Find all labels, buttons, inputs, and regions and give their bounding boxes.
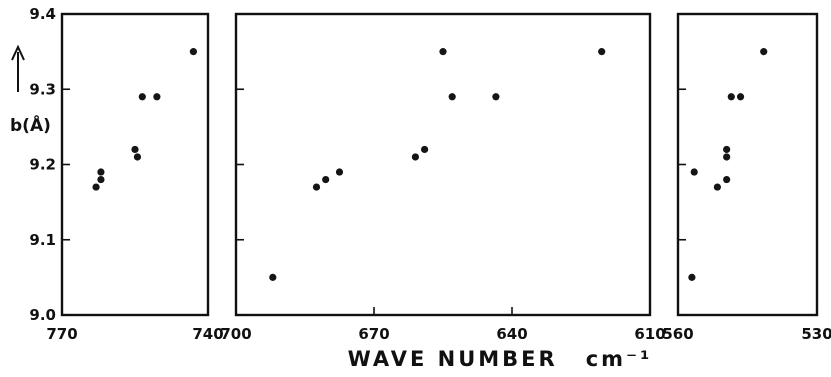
data-point (727, 93, 735, 101)
data-point (97, 175, 105, 184)
points-layer (92, 48, 768, 281)
x-tick-label: 670 (358, 325, 389, 343)
y-tick-label: 9.3 (29, 80, 56, 98)
x-tick-label: 560 (662, 325, 693, 343)
data-point (411, 153, 419, 161)
data-point (133, 153, 142, 161)
data-point (723, 175, 731, 184)
data-point (138, 93, 146, 101)
data-point (690, 168, 698, 176)
data-point (688, 273, 696, 281)
x-axis-title: WAVE NUMBER (348, 347, 558, 371)
y-tick-label: 9.1 (29, 231, 56, 249)
y-axis-arrow-head (11, 44, 25, 61)
data-point (439, 48, 447, 56)
panel-3-frame (676, 12, 819, 317)
labels-layer: b(Å) WAVE NUMBER cm⁻¹ (10, 44, 653, 371)
data-point (335, 168, 344, 176)
x-tick-label: 610 (634, 325, 665, 343)
data-point (723, 153, 731, 161)
data-point (322, 175, 330, 184)
x-axis-label: WAVE NUMBER cm⁻¹ (348, 347, 653, 371)
data-point (189, 48, 197, 56)
panel-1-frame (60, 12, 210, 317)
data-point (760, 48, 768, 56)
data-point (598, 48, 606, 56)
data-point (736, 93, 745, 101)
x-tick-label: 740 (192, 325, 223, 343)
data-point (492, 93, 500, 101)
x-tick-label: 770 (46, 325, 77, 343)
x-tick-label: 700 (220, 325, 251, 343)
data-point (92, 183, 100, 191)
data-point (448, 93, 456, 101)
data-point (312, 183, 321, 191)
y-tick-label: 9.2 (29, 156, 56, 174)
data-point (131, 145, 139, 154)
data-point (97, 168, 105, 176)
y-axis-label: b(Å) (10, 113, 51, 136)
x-axis-unit: cm⁻¹ (586, 347, 653, 371)
x-tick-label: 640 (496, 325, 527, 343)
data-point (723, 145, 731, 154)
x-tick-label: 530 (801, 325, 831, 343)
y-tick-label: 9.0 (29, 306, 56, 324)
panel-2-frame (234, 12, 652, 317)
data-point (269, 273, 277, 281)
data-point (421, 145, 429, 154)
data-point (713, 183, 721, 191)
data-point (153, 93, 161, 101)
y-tick-label: 9.4 (29, 5, 56, 23)
